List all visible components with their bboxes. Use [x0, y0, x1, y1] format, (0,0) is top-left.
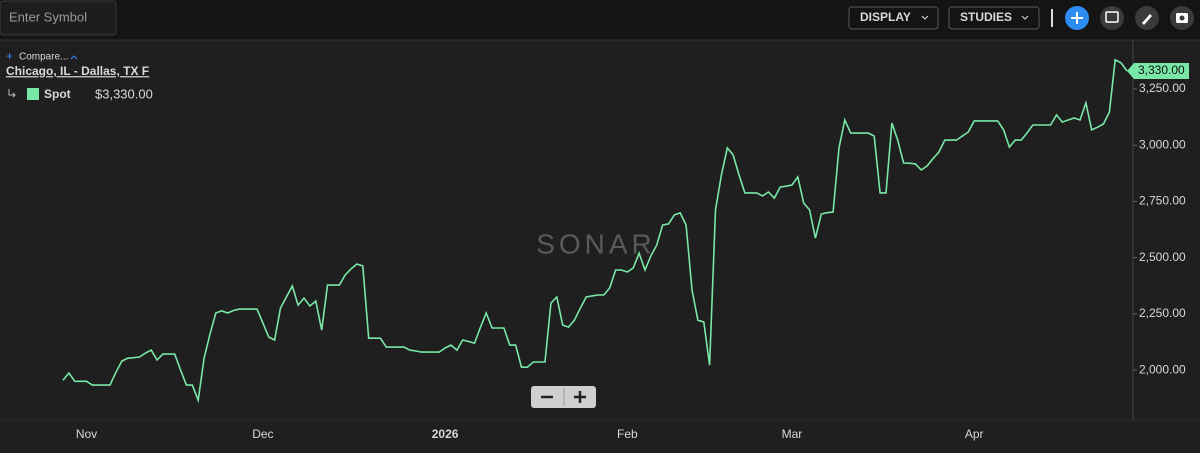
pencil-icon [1142, 14, 1152, 25]
chevron [1021, 15, 1029, 20]
comment-icon [1105, 11, 1119, 23]
lane-name[interactable]: Chicago, IL - Dallas, TX F [6, 64, 149, 78]
y-tick-label: 2,500.00 [1139, 250, 1186, 264]
legend-value: $3,330.00 [95, 86, 153, 101]
x-tick-label: 2026 [432, 427, 459, 441]
x-tick-label: Apr [965, 427, 984, 441]
studies-button[interactable] [948, 6, 1040, 30]
collapse-icon [70, 55, 78, 60]
display-button[interactable] [848, 6, 939, 30]
zoom-in[interactable] [574, 391, 586, 403]
symbol-placeholder: Enter Symbol [9, 9, 87, 24]
compare-plus: + [6, 49, 13, 63]
y-tick-label: 2,000.00 [1139, 362, 1186, 376]
watermark: SONAR [536, 228, 656, 259]
chevron [921, 15, 929, 20]
x-tick-label: Feb [617, 427, 638, 441]
x-tick-label: Dec [252, 427, 273, 441]
studies-label: STUDIES [960, 10, 1012, 24]
series-line [62, 58, 1128, 404]
display-label: DISPLAY [860, 10, 911, 24]
legend-series-name: Spot [44, 87, 71, 101]
last-value-label: 3,330.00 [1138, 63, 1185, 77]
x-tick-label: Mar [782, 427, 803, 441]
comment-button[interactable] [1100, 6, 1124, 30]
y-tick-label: 2,750.00 [1139, 194, 1186, 208]
compare-link[interactable]: Compare... [19, 52, 68, 63]
y-tick-label: 3,000.00 [1139, 137, 1186, 151]
camera-lens [1179, 15, 1185, 21]
y-tick-label: 3,250.00 [1139, 81, 1186, 95]
sub-arrow [8, 89, 16, 98]
x-tick-label: Nov [76, 427, 97, 441]
last-value-tag [1127, 63, 1189, 80]
symbol-input[interactable] [0, 0, 117, 36]
plus-icon [1071, 12, 1083, 24]
legend-swatch [27, 88, 39, 100]
y-tick-label: 2,250.00 [1139, 306, 1186, 320]
